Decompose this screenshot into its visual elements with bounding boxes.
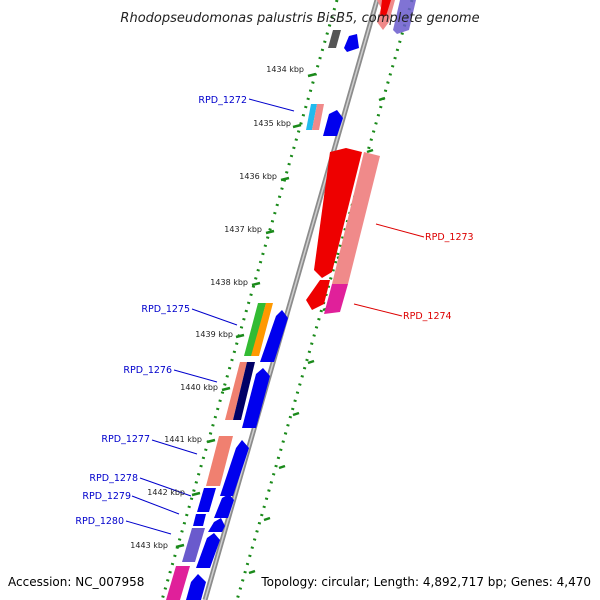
- gene-arrow[interactable]: [225, 362, 247, 420]
- gene-arrow[interactable]: [182, 528, 205, 562]
- gene-arrow[interactable]: [220, 440, 249, 496]
- tick-label: 1437 kbp: [224, 225, 262, 234]
- gene-arrow[interactable]: [233, 362, 255, 420]
- gene-arrow[interactable]: [166, 566, 190, 600]
- gene-label[interactable]: RPD_1277: [101, 434, 150, 445]
- tick-label: 1435 kbp: [253, 119, 291, 128]
- backbone-highlight: [204, 0, 378, 600]
- gene-arrow[interactable]: [197, 488, 216, 512]
- label-leaders: [125, 98, 425, 535]
- gene-arrow[interactable]: [206, 436, 233, 486]
- gene-label[interactable]: RPD_1272: [198, 95, 247, 106]
- forward-genes: [166, 30, 359, 600]
- gene-arrow[interactable]: [324, 284, 348, 314]
- gene-label[interactable]: RPD_1274: [403, 311, 452, 322]
- tick-label: 1439 kbp: [195, 330, 233, 339]
- gene-arrow[interactable]: [314, 148, 362, 278]
- tick-label: 1441 kbp: [164, 435, 202, 444]
- map-title: Rhodopseudomonas palustris BisB5, comple…: [120, 11, 479, 26]
- gene-label[interactable]: RPD_1275: [141, 304, 190, 315]
- gene-arrow[interactable]: [344, 34, 359, 52]
- gene-arrow[interactable]: [193, 514, 206, 526]
- tick-labels: 1434 kbp 1435 kbp 1436 kbp 1437 kbp 1438…: [130, 65, 304, 550]
- gene-label[interactable]: RPD_1279: [82, 491, 131, 502]
- tick-label: 1442 kbp: [147, 488, 185, 497]
- gene-arrow[interactable]: [251, 303, 273, 356]
- gene-label[interactable]: RPD_1273: [425, 232, 474, 243]
- gene-arrow[interactable]: [208, 518, 225, 532]
- accession-text: Accession: NC_007958: [8, 575, 144, 589]
- gene-arrow[interactable]: [214, 494, 234, 518]
- genome-summary-text: Topology: circular; Length: 4,892,717 bp…: [260, 575, 591, 589]
- gene-arrow[interactable]: [306, 104, 317, 130]
- gene-arrow[interactable]: [260, 310, 288, 362]
- gene-label[interactable]: RPD_1278: [89, 473, 138, 484]
- tick-label: 1438 kbp: [210, 278, 248, 287]
- gene-arrow[interactable]: [380, 0, 391, 16]
- gene-arrow[interactable]: [242, 368, 270, 428]
- gene-arrow[interactable]: [312, 104, 324, 130]
- gene-labels: RPD_1272 RPD_1273 RPD_1274 RPD_1275 RPD_…: [75, 95, 473, 527]
- gene-arrow[interactable]: [332, 152, 380, 284]
- gene-label[interactable]: RPD_1276: [123, 365, 172, 376]
- gene-label[interactable]: RPD_1280: [75, 516, 124, 527]
- gene-arrow[interactable]: [393, 0, 416, 34]
- tick-marks: [175, 72, 317, 549]
- tick-label: 1440 kbp: [180, 383, 218, 392]
- gene-arrow[interactable]: [186, 574, 206, 600]
- gene-arrow[interactable]: [306, 280, 330, 310]
- gene-arrow[interactable]: [244, 303, 266, 356]
- gene-arrow[interactable]: [196, 533, 220, 568]
- reverse-genes: [306, 0, 416, 314]
- tick-label: 1436 kbp: [239, 172, 277, 181]
- tick-label: 1434 kbp: [266, 65, 304, 74]
- gene-arrow[interactable]: [323, 110, 343, 136]
- gene-arrow[interactable]: [328, 30, 341, 48]
- tick-label: 1443 kbp: [130, 541, 168, 550]
